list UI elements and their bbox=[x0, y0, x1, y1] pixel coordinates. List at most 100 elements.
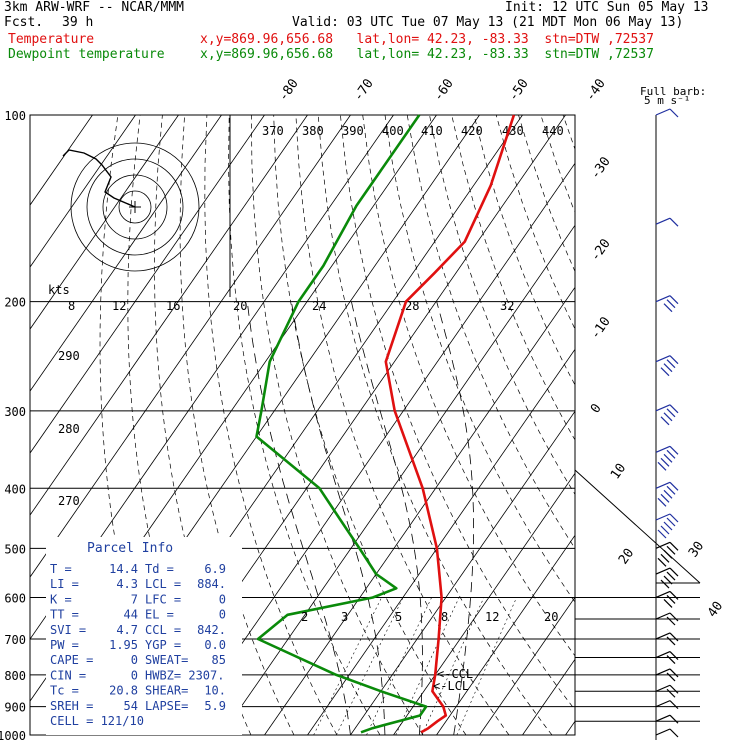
temperature-axis-label: 0 bbox=[588, 401, 605, 416]
wind-barb-flag bbox=[669, 612, 679, 622]
wind-barb-flag bbox=[660, 553, 670, 563]
parcel-info-key: T = bbox=[50, 562, 72, 576]
theta-label: 380 bbox=[302, 124, 324, 138]
mixing-ratio-line bbox=[421, 597, 485, 735]
wind-barb-staff bbox=[655, 590, 671, 599]
parcel-info-key: LCL = bbox=[145, 577, 181, 591]
temperature-axis-label: -60 bbox=[431, 76, 457, 104]
hodograph-speed-label: 8 bbox=[68, 299, 75, 313]
pressure-tick-label: 800 bbox=[4, 669, 26, 683]
wind-barb-flag bbox=[669, 714, 679, 724]
wind-barb-flag bbox=[666, 655, 676, 664]
lcl-label: <-LCL bbox=[433, 679, 469, 693]
isotherm-line bbox=[30, 115, 308, 516]
barb-key-title: Full barb: bbox=[640, 85, 706, 98]
temperature-axis-label: -20 bbox=[588, 236, 614, 264]
temperature-axis-label: 10 bbox=[608, 461, 629, 482]
isotherm-line bbox=[30, 115, 136, 268]
isotherm-line bbox=[30, 115, 222, 392]
pressure-tick-label: 900 bbox=[4, 701, 26, 715]
wind-barb-staff bbox=[655, 217, 671, 225]
parcel-info-key: EL = bbox=[145, 608, 174, 622]
dry-adiabat bbox=[630, 115, 740, 735]
wind-barb-flag bbox=[669, 108, 679, 118]
parcel-info-value: 4.7 bbox=[116, 623, 138, 637]
wind-barb-flag bbox=[660, 457, 670, 467]
wind-barb-flag bbox=[669, 567, 679, 577]
moist-adiabat bbox=[436, 301, 474, 735]
wind-barb-flag bbox=[657, 497, 667, 507]
isotherm-line bbox=[307, 348, 575, 735]
wind-barb-flag bbox=[669, 728, 679, 738]
theta-label: 390 bbox=[342, 124, 364, 138]
wind-barb-staff bbox=[655, 404, 671, 412]
dry-adiabat bbox=[562, 115, 575, 151]
parcel-info-key: SVI = bbox=[50, 623, 86, 637]
theta-label-left: 270 bbox=[58, 494, 80, 508]
parcel-info-key: HWBZ= 2307. bbox=[145, 668, 224, 682]
wind-barb-flag bbox=[663, 489, 673, 499]
dry-adiabat bbox=[406, 115, 575, 550]
parcel-info-value: 5.9 bbox=[204, 699, 226, 713]
mixing-ratio-line bbox=[456, 597, 517, 735]
parcel-info-key: K = bbox=[50, 592, 72, 606]
temperature-axis-label: -10 bbox=[588, 314, 614, 342]
parcel-info-value: 0.0 bbox=[204, 638, 226, 652]
isotherm-line bbox=[522, 658, 575, 735]
dry-adiabat bbox=[317, 115, 553, 735]
parcel-info-value: 7 bbox=[131, 592, 138, 606]
wind-barb-staff bbox=[655, 481, 671, 489]
temperature-axis-label: 20 bbox=[616, 546, 637, 567]
panel-edge bbox=[574, 469, 701, 584]
wind-barb-staff bbox=[655, 632, 671, 640]
wind-barb-flag bbox=[669, 217, 679, 227]
pressure-tick-label: 200 bbox=[4, 296, 26, 310]
temperature-axis-label: 40 bbox=[705, 599, 726, 620]
parcel-info-value: 85 bbox=[212, 653, 226, 667]
wind-barb-flag bbox=[657, 557, 667, 567]
wind-barb-flag bbox=[660, 525, 670, 535]
wind-barb-staff bbox=[655, 700, 671, 708]
dry-adiabat bbox=[652, 115, 740, 735]
isotherm-line bbox=[609, 115, 740, 735]
moist-adiabat bbox=[351, 301, 423, 735]
wind-barb-flag bbox=[657, 529, 667, 539]
forecast-label: Fcst. bbox=[4, 15, 44, 30]
wind-barb-flag bbox=[669, 513, 679, 523]
dewpoint-legend-info: x,y=869.96,656.68 lat,lon= 42.23, -83.33… bbox=[200, 47, 654, 62]
dry-adiabat bbox=[518, 115, 575, 273]
wind-barb-flag bbox=[666, 595, 676, 604]
temperature-legend-label: Temperature bbox=[8, 32, 95, 47]
temperature-axis-label: -70 bbox=[351, 76, 377, 104]
wind-barb-flag bbox=[669, 481, 679, 491]
moist-adiabat bbox=[246, 301, 351, 735]
parcel-info-value: 884. bbox=[197, 577, 226, 591]
wind-barb-flag bbox=[663, 303, 673, 313]
wind-barb-flag bbox=[669, 632, 679, 642]
parcel-info-key: LI = bbox=[50, 577, 79, 591]
parcel-info-key: LAPSE= bbox=[145, 699, 188, 713]
hodograph-ring bbox=[118, 190, 152, 224]
parcel-info-value: 6.9 bbox=[204, 562, 226, 576]
dry-adiabat bbox=[295, 115, 510, 735]
dry-adiabat bbox=[608, 115, 740, 735]
pressure-tick-label: 600 bbox=[4, 591, 26, 605]
ccl-label: <-CCL bbox=[437, 667, 473, 681]
wind-barb-flag bbox=[663, 363, 673, 373]
hodograph-speed-label: 20 bbox=[233, 299, 247, 313]
dry-adiabat bbox=[362, 115, 575, 657]
temperature-axis-label: -30 bbox=[588, 154, 614, 182]
pressure-tick-label: 1000 bbox=[0, 729, 26, 740]
parcel-info-value: 1.95 bbox=[109, 638, 138, 652]
parcel-info-value: 0 bbox=[131, 668, 138, 682]
isotherm-line bbox=[436, 534, 575, 735]
wind-barb-flag bbox=[669, 591, 679, 600]
wind-barb-flag bbox=[666, 408, 676, 418]
wind-barb-staff bbox=[655, 295, 671, 303]
hodograph-speed-label: 32 bbox=[500, 299, 514, 313]
parcel-info-title: Parcel Info bbox=[87, 541, 173, 556]
mixing-ratio-line bbox=[313, 597, 382, 735]
hodograph-speed-label: 24 bbox=[312, 299, 326, 313]
wind-barb-staff bbox=[655, 612, 671, 620]
wind-barb-flag bbox=[660, 367, 670, 377]
